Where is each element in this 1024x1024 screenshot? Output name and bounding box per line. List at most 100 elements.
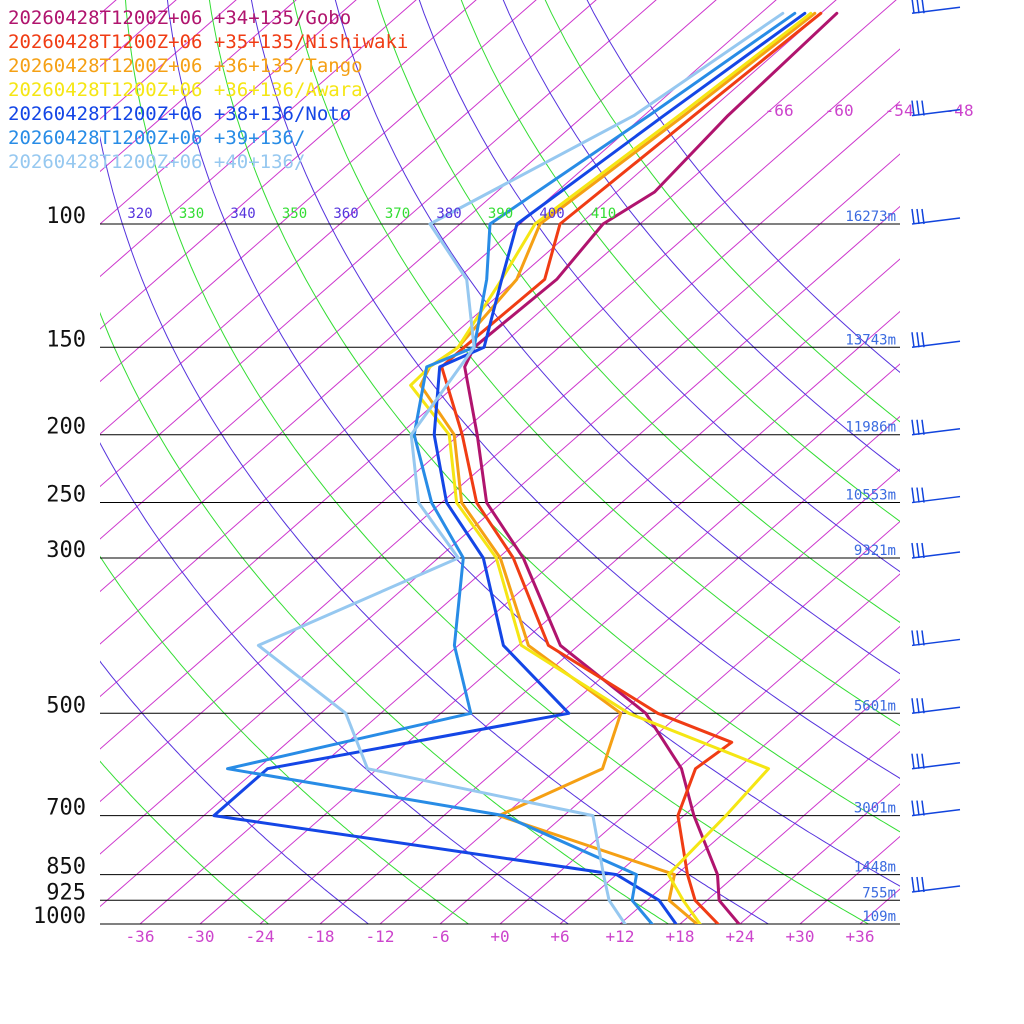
dry-adiabat-line — [250, 0, 900, 779]
temperature-tick-label: -6 — [430, 927, 449, 946]
isotherm-line — [100, 0, 357, 225]
wind-barb-flag — [911, 698, 915, 714]
isobar-lines — [100, 223, 900, 925]
wind-barb-flag — [911, 419, 915, 435]
height-label: 10553m — [845, 488, 896, 504]
dry-adiabat-line — [100, 555, 469, 924]
temperature-tick-label: -18 — [306, 927, 335, 946]
wind-barb-flag — [916, 419, 920, 435]
isotherm-line — [100, 100, 900, 803]
dry-adiabat-line — [418, 0, 900, 573]
wind-barb — [911, 340, 961, 349]
theta-label: 360 — [333, 206, 358, 222]
upper-isotherm-label: -60 — [825, 101, 854, 120]
wind-barb-flag — [921, 0, 925, 14]
pressure-label: 300 — [46, 538, 86, 563]
wind-barb-flag — [916, 332, 920, 348]
dry-adiabat-line — [460, 0, 900, 523]
wind-barb-flag — [916, 208, 920, 225]
wind-barb-flag — [921, 630, 925, 646]
theta-label: 410 — [591, 206, 616, 222]
wind-barb — [911, 551, 961, 559]
pressure-label: 100 — [46, 204, 86, 229]
theta-label: 390 — [488, 206, 513, 222]
pressure-label: 150 — [46, 327, 86, 352]
height-label: 5601m — [854, 698, 896, 714]
pressure-label: 250 — [46, 483, 86, 508]
dry-adiabat-line — [376, 0, 900, 623]
dry-adiabat-line — [292, 0, 900, 727]
theta-label: 330 — [179, 206, 204, 222]
wind-barb-flag — [911, 800, 915, 816]
series-line — [463, 11, 839, 924]
upper-isotherm-label: -54 — [885, 101, 914, 120]
legend-entry: 20260428T1200Z+06 +34+135/Gobo — [8, 7, 351, 29]
dry-adiabat-lines — [100, 0, 900, 924]
theta-label: 380 — [436, 206, 461, 222]
isotherm-line — [100, 153, 900, 855]
isotherm-line — [259, 363, 900, 924]
isotherm-line — [139, 258, 900, 924]
wind-barb-flag — [911, 332, 915, 348]
legend-entry: 20260428T1200Z+06 +36+135/Tango — [8, 55, 363, 77]
legend-entry: 20260428T1200Z+06 +40+136/ — [8, 151, 305, 173]
dry-adiabat-line — [334, 0, 900, 675]
temperature-tick-label: -36 — [126, 927, 155, 946]
wind-barb-flag — [916, 800, 920, 816]
wind-barb-flag — [911, 753, 915, 769]
legend-entry: 20260428T1200Z+06 +39+136/ — [8, 127, 305, 149]
wind-barb — [911, 761, 961, 770]
wind-barb-flag — [921, 698, 925, 714]
isotherm-line — [679, 730, 900, 924]
wind-barb-flag — [916, 100, 920, 116]
wind-barb — [911, 217, 961, 225]
series-line — [409, 11, 813, 924]
isotherm-line — [100, 0, 657, 488]
wind-barb-flag — [911, 100, 915, 116]
isotherm-line — [799, 835, 900, 924]
legend: 20260428T1200Z+06 +34+135/Gobo 20260428T1… — [8, 7, 408, 173]
sounding-profiles — [212, 11, 839, 924]
dry-adiabat-line — [544, 0, 900, 423]
series-line — [212, 11, 807, 924]
wind-barb-flag — [916, 0, 920, 14]
series-line — [226, 11, 797, 924]
height-label: 3001m — [854, 801, 896, 817]
wind-barb — [911, 6, 961, 15]
height-label: 755m — [862, 885, 896, 901]
dry-adiabat-line — [125, 0, 869, 924]
isotherm-line — [439, 520, 900, 924]
wind-barb-flag — [911, 876, 915, 893]
wind-barb-flag — [921, 876, 925, 893]
temperature-tick-label: +0 — [490, 927, 509, 946]
pressure-label: 850 — [46, 855, 86, 880]
theta-label: 400 — [539, 206, 564, 222]
series-line — [256, 11, 785, 924]
wind-barb-flag — [921, 800, 925, 816]
isotherm-line — [319, 415, 900, 924]
isotherm-line — [739, 783, 900, 924]
temperature-tick-label: -30 — [186, 927, 215, 946]
wind-barb — [911, 495, 961, 504]
wind-barb-flag — [911, 630, 915, 646]
temperature-tick-label: +12 — [606, 927, 635, 946]
temperature-tick-label: +18 — [666, 927, 695, 946]
legend-entry: 20260428T1200Z+06 +38+136/Noto — [8, 103, 351, 125]
isotherm-line — [559, 625, 900, 924]
wind-barb — [911, 108, 961, 117]
pressure-label: 700 — [46, 796, 86, 821]
isotherm-line — [100, 0, 297, 173]
wind-barb-flag — [916, 542, 920, 559]
wind-barb-flag — [921, 419, 925, 435]
wind-barb — [911, 706, 961, 715]
temperature-tick-label: -24 — [246, 927, 275, 946]
pressure-label: 1000 — [33, 904, 86, 929]
theta-label: 320 — [127, 206, 152, 222]
wind-barb-flag — [921, 542, 925, 559]
temperature-tick-label: +36 — [846, 927, 875, 946]
wind-barb — [911, 638, 961, 647]
wind-barb — [911, 808, 961, 817]
wind-barb-flag — [911, 0, 915, 14]
isotherm-line — [619, 678, 900, 924]
